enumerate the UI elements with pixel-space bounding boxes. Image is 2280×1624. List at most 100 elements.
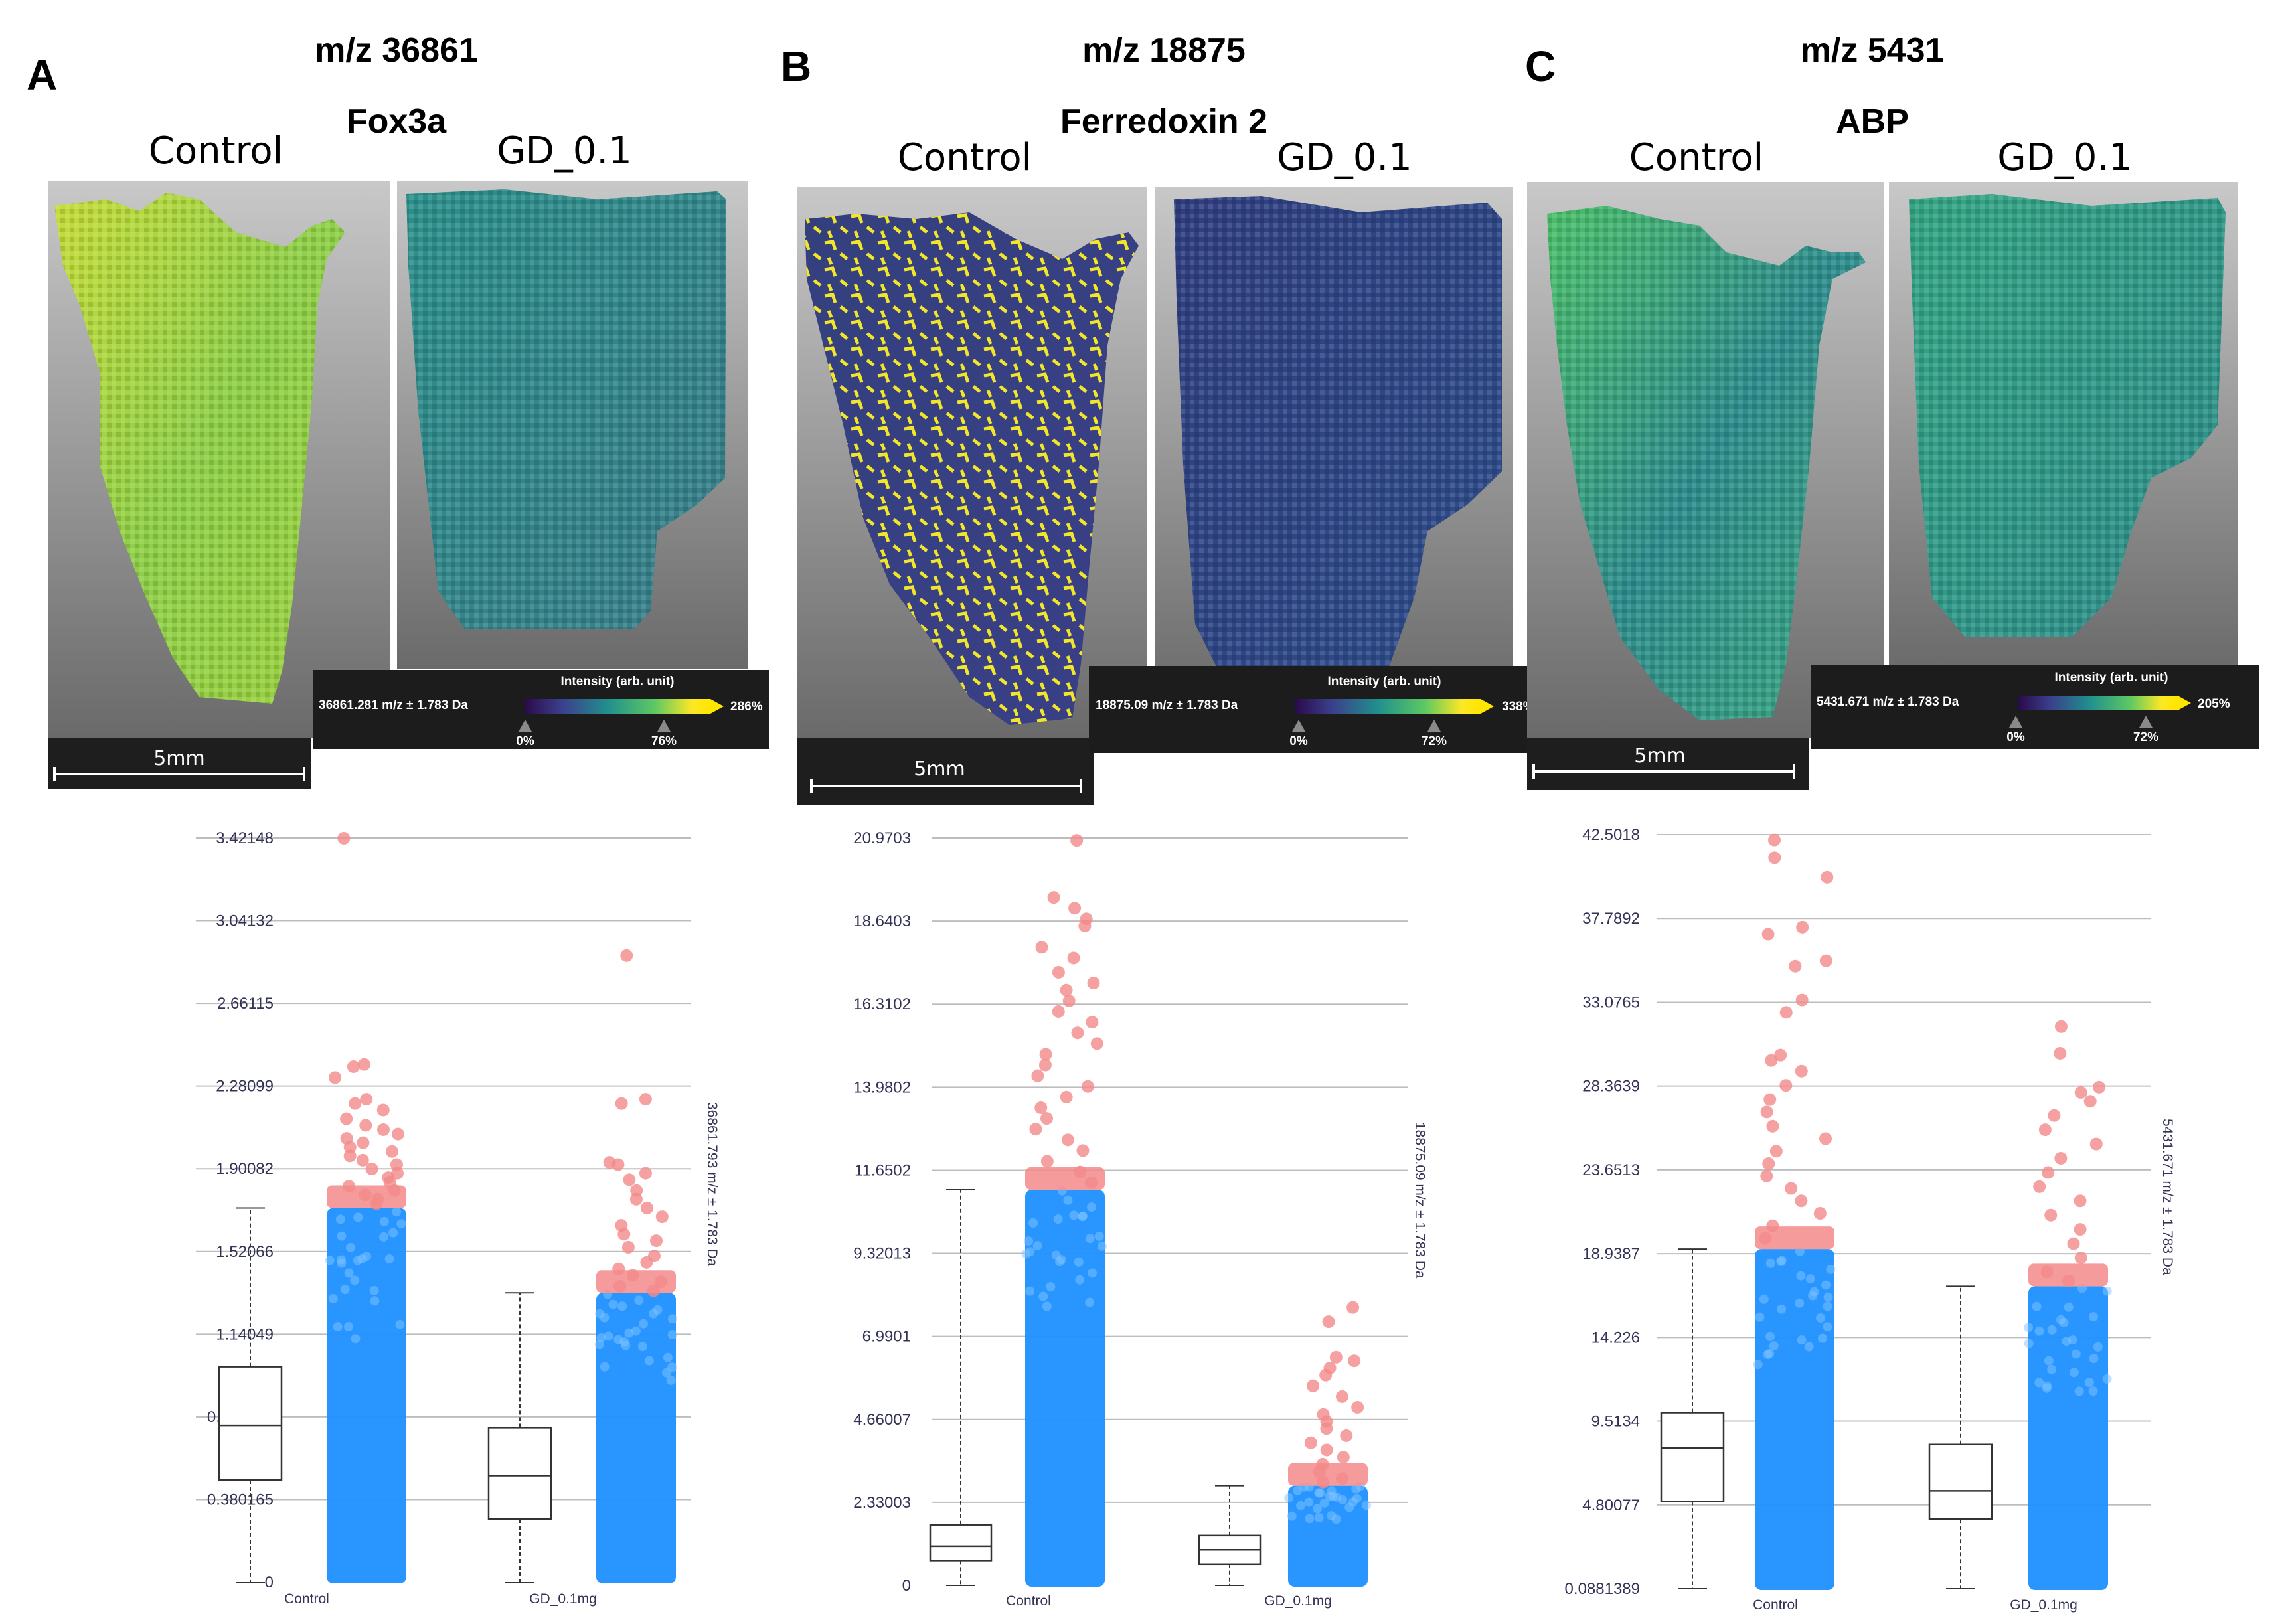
outlier-point [1062,994,1076,1007]
outlier-point [1052,965,1065,979]
outlier-point [347,1060,360,1074]
inlier-point-highlight [1314,1512,1324,1522]
outlier-point [385,1145,398,1158]
scale-bar-box [1527,738,1809,790]
inlier-point-highlight [1344,1502,1354,1512]
outlier-point [376,1103,390,1117]
inlier-point-highlight [1361,1501,1371,1510]
inlier-point-highlight [2102,1286,2112,1296]
inlier-point-highlight [1332,1492,1342,1502]
outlier-point [1340,1429,1353,1442]
inlier-point-highlight [1094,1231,1104,1241]
x-category-label: GD_0.1mg [1264,1593,1332,1609]
y-axis-label: 36861.793 m/z ± 1.783 Da [704,1102,720,1267]
y-tick-label: 1.52066 [216,1243,274,1261]
inlier-point-highlight [2024,1323,2034,1333]
outlier-point [1335,1472,1348,1485]
scale-bar-label: 5mm [1634,744,1686,768]
inlier-point-highlight [663,1352,673,1362]
outlier-point [1348,1354,1361,1368]
outlier-point [1061,1133,1074,1147]
scale-bar-line [1532,764,1795,779]
outlier-point [1766,1219,1779,1232]
panel-c: C m/z 5431 ABP Control GD_0.1 5mm Intens… [1525,31,2259,1613]
panel-letter: B [781,42,811,90]
inlier-point-highlight [1331,1514,1341,1524]
inlier-point-highlight [388,1228,398,1238]
inlier-point-highlight [667,1314,677,1324]
outlier-point [2038,1123,2052,1137]
inlier-point-highlight [340,1285,350,1295]
inlier-point-highlight [1765,1331,1775,1341]
inlier-point-highlight [337,1231,347,1241]
inlier-point-highlight [1804,1342,1814,1352]
outlier-point [640,1256,653,1269]
outlier-point [617,1228,631,1241]
inlier-point-highlight [596,1333,606,1342]
x-category-label: Control [284,1591,329,1607]
outlier-point [649,1234,663,1248]
outlier-point [1060,1090,1073,1103]
outlier-point [1769,1145,1783,1158]
outlier-point [611,1158,625,1171]
inlier-point-highlight [1319,1498,1329,1508]
inlier-point-highlight [1755,1312,1765,1322]
y-tick-label: 0.380165 [207,1491,274,1508]
protein-name: ABP [1836,102,1909,141]
outlier-point [2054,1020,2068,1033]
tissue-treated-texture [1909,194,2226,637]
inlier-points [1755,1249,1834,1590]
outlier-point [1766,1119,1779,1133]
scale-bar-box [48,738,311,789]
inlier-point-highlight [666,1375,676,1385]
inlier-point-highlight [335,1214,345,1224]
boxplot-chart-a: 00.3801650.7603291.140491.520661.900822.… [196,829,691,1607]
box [487,1427,552,1520]
outlier-point [2054,1046,2067,1060]
inlier-point-highlight [337,1258,347,1268]
protein-name: Ferredoxin 2 [1060,102,1267,141]
inlier-point-highlight [2047,1364,2057,1374]
mz-title: m/z 18875 [1082,31,1246,70]
colorbar-arrow [1481,699,1494,714]
outlier-point [640,1201,653,1214]
inlier-point-highlight [2047,1325,2057,1335]
inlier-point-highlight [639,1319,649,1329]
inlier-point-highlight [1287,1511,1297,1521]
outlier-point [1795,1064,1808,1078]
inlier-point-highlight [1085,1297,1095,1307]
outlier-point [357,1136,370,1149]
inlier-point-highlight [353,1212,363,1222]
colorbar-title: Intensity (arb. unit) [2055,671,2168,685]
outlier-point [1329,1350,1343,1364]
inlier-point-highlight [1325,1491,1335,1501]
tissue-control-texture [805,212,1139,725]
outlier-band [1755,1226,1834,1250]
inlier-point-highlight [351,1334,361,1344]
outlier-point [1779,1006,1793,1019]
colorbar-low-label: 0% [2006,730,2025,744]
inlier-point-highlight [1069,1210,1079,1220]
inlier-point-highlight [2093,1342,2103,1352]
outlier-point [2074,1086,2087,1099]
inlier-point-highlight [1032,1241,1042,1251]
outlier-point [1795,993,1809,1007]
colorbar-arrow [2178,696,2191,710]
inlier-point-highlight [2034,1326,2044,1336]
outlier-point [2074,1194,2087,1208]
inlier-point-highlight [1304,1497,1314,1507]
inlier-point-highlight [392,1207,402,1217]
inlier-point-highlight [1817,1333,1827,1343]
inlier-point-highlight [2042,1381,2052,1391]
outlier-point [1760,1169,1773,1182]
inlier-point-highlight [2102,1374,2112,1384]
outlier-point [1068,902,1082,915]
outlier-point [1351,1401,1364,1414]
inlier-point-highlight [619,1337,629,1347]
outlier-point [360,1093,373,1106]
colorbar-high-marker [657,720,671,732]
colorbar-mass: 36861.281 m/z ± 1.783 Da [319,698,468,712]
outlier-point [1320,1422,1333,1435]
inlier-point-highlight [1078,1211,1088,1221]
